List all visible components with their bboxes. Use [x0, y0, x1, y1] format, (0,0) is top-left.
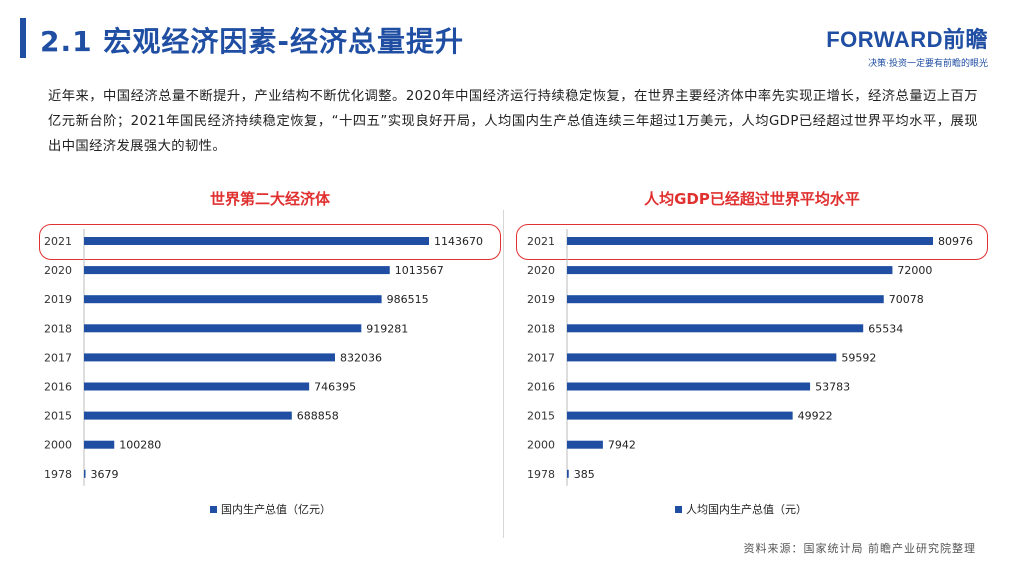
logo-wordmark: FORWARD前瞻 [826, 27, 988, 52]
gdp-category-label: 2021 [44, 235, 72, 248]
gdp-value-label: 688858 [297, 410, 339, 423]
gdp-per-capita-category-label: 2021 [527, 235, 555, 248]
gdp-per-capita-category-label: 2000 [527, 439, 555, 452]
gdp-per-capita-value-label: 7942 [608, 439, 636, 452]
chart-title-gdp: 世界第二大经济体 [209, 190, 330, 208]
gdp-per-capita-legend-swatch [675, 506, 682, 513]
gdp-value-label: 746395 [314, 381, 356, 394]
gdp-per-capita-value-label: 70078 [889, 293, 924, 306]
gdp-category-label: 2016 [44, 381, 72, 394]
gdp-bar [84, 440, 115, 449]
gdp-per-capita-value-label: 385 [574, 468, 595, 481]
gdp-category-label: 2015 [44, 410, 72, 423]
gdp-per-capita-bar [567, 469, 569, 478]
gdp-bar [84, 266, 390, 275]
gdp-per-capita-bar [567, 266, 893, 275]
gdp-per-capita-value-label: 49922 [798, 410, 833, 423]
gdp-category-label: 2000 [44, 439, 72, 452]
intro-paragraph: 近年来，中国经济总量不断提升，产业结构不断优化调整。2020年中国经济运行持续稳… [48, 89, 978, 154]
gdp-category-label: 2020 [44, 264, 72, 277]
gdp-per-capita-bar [567, 353, 837, 362]
gdp-category-label: 2019 [44, 293, 72, 306]
gdp-per-capita-category-label: 2017 [527, 351, 555, 364]
gdp-value-label: 986515 [387, 293, 429, 306]
gdp-bar [84, 382, 310, 391]
highlight-2021-gdp [39, 224, 501, 260]
gdp-per-capita-bar [567, 324, 864, 333]
gdp-per-capita-bar [567, 440, 603, 449]
source-note: 资料来源：国家统计局 前瞻产业研究院整理 [743, 542, 976, 555]
gdp-value-label: 919281 [366, 322, 408, 335]
gdp-value-label: 1143670 [434, 235, 483, 248]
gdp-per-capita-value-label: 59592 [841, 351, 876, 364]
gdp-bar [84, 469, 86, 478]
gdp-per-capita-value-label: 53783 [815, 381, 850, 394]
page-title: 2.1 宏观经济因素-经济总量提升 [40, 25, 464, 58]
gdp-per-capita-category-label: 2018 [527, 322, 555, 335]
gdp-per-capita-category-label: 2019 [527, 293, 555, 306]
gdp-category-label: 1978 [44, 468, 72, 481]
gdp-category-label: 2018 [44, 322, 72, 335]
gdp-category-label: 2017 [44, 351, 72, 364]
chart-title-gdp-per-capita: 人均GDP已经超过世界平均水平 [644, 190, 860, 208]
gdp-per-capita-category-label: 2015 [527, 410, 555, 423]
chart-divider [503, 210, 504, 538]
gdp-per-capita-bar [567, 237, 933, 245]
highlight-2021-gdp-per-capita [516, 224, 988, 260]
gdp-per-capita-bar [567, 382, 811, 391]
gdp-per-capita-category-label: 2016 [527, 381, 555, 394]
title-accent-bar [20, 18, 26, 58]
gdp-per-capita-value-label: 72000 [897, 264, 932, 277]
gdp-value-label: 100280 [119, 439, 161, 452]
gdp-per-capita-value-label: 80976 [938, 235, 973, 248]
gdp-legend-label: 国内生产总值（亿元） [221, 502, 331, 516]
brand-logo: FORWARD前瞻 决策·投资一定要有前瞻的眼光 [826, 22, 988, 69]
gdp-bar [84, 237, 429, 245]
gdp-bar [84, 353, 335, 362]
gdp-per-capita-bar [567, 411, 793, 420]
gdp-per-capita-legend-label: 人均国内生产总值（元） [686, 502, 807, 516]
logo-tagline: 决策·投资一定要有前瞻的眼光 [868, 59, 988, 69]
gdp-value-label: 832036 [340, 351, 382, 364]
gdp-per-capita-bar [567, 295, 884, 304]
gdp-value-label: 3679 [91, 468, 119, 481]
gdp-bar [84, 324, 362, 333]
gdp-per-capita-value-label: 65534 [868, 322, 903, 335]
gdp-bar [84, 295, 382, 304]
gdp-per-capita-category-label: 2020 [527, 264, 555, 277]
gdp-value-label: 1013567 [395, 264, 444, 277]
gdp-legend-swatch [210, 506, 217, 513]
gdp-per-capita-category-label: 1978 [527, 468, 555, 481]
gdp-bar [84, 411, 292, 420]
